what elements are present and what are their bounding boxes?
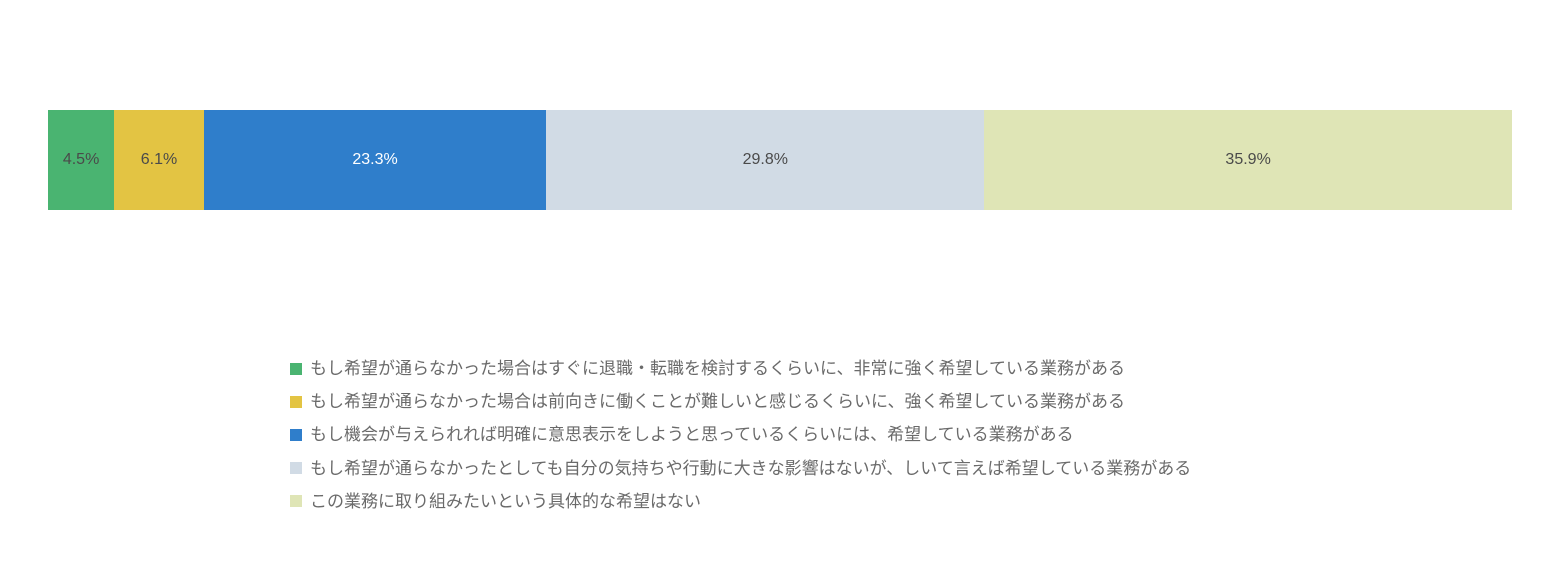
legend-swatch [290,495,302,507]
legend-item: もし希望が通らなかった場合は前向きに働くことが難しいと感じるくらいに、強く希望し… [290,388,1191,415]
legend-label: この業務に取り組みたいという具体的な希望はない [310,488,701,515]
bar-segment: 6.1% [114,110,204,210]
legend: もし希望が通らなかった場合はすぐに退職・転職を検討するくらいに、非常に強く希望し… [290,355,1191,521]
bar-segment: 4.5% [48,110,114,210]
legend-item: もし希望が通らなかったとしても自分の気持ちや行動に大きな影響はないが、しいて言え… [290,455,1191,482]
legend-label: もし希望が通らなかったとしても自分の気持ちや行動に大きな影響はないが、しいて言え… [310,455,1191,482]
bar-segment: 29.8% [546,110,984,210]
legend-item: もし機会が与えられれば明確に意思表示をしようと思っているくらいには、希望している… [290,421,1191,448]
legend-item: この業務に取り組みたいという具体的な希望はない [290,488,1191,515]
legend-label: もし機会が与えられれば明確に意思表示をしようと思っているくらいには、希望している… [310,421,1074,448]
legend-label: もし希望が通らなかった場合はすぐに退職・転職を検討するくらいに、非常に強く希望し… [310,355,1125,382]
legend-swatch [290,396,302,408]
legend-swatch [290,429,302,441]
bar-segment: 35.9% [984,110,1512,210]
legend-swatch [290,462,302,474]
stacked-bar-chart: 4.5% 6.1% 23.3% 29.8% 35.9% [48,110,1512,210]
legend-label: もし希望が通らなかった場合は前向きに働くことが難しいと感じるくらいに、強く希望し… [310,388,1125,415]
bar-row: 4.5% 6.1% 23.3% 29.8% 35.9% [48,110,1512,210]
legend-swatch [290,363,302,375]
legend-item: もし希望が通らなかった場合はすぐに退職・転職を検討するくらいに、非常に強く希望し… [290,355,1191,382]
bar-segment: 23.3% [204,110,546,210]
